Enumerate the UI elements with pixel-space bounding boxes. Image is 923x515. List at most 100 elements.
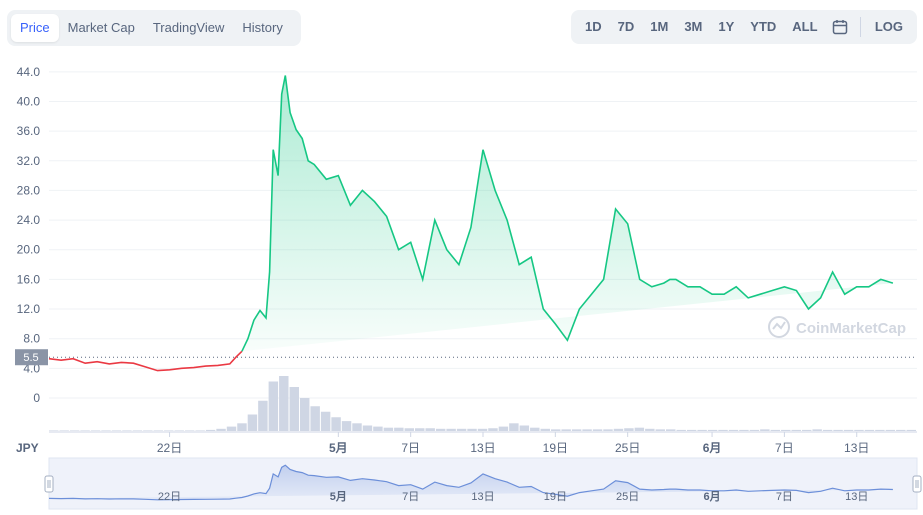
- volume-bar: [362, 425, 373, 431]
- volume-bar: [728, 429, 739, 431]
- navigator-tick-label: 22日: [158, 491, 181, 503]
- range-3m[interactable]: 3M: [684, 19, 703, 34]
- x-tick-label: 13日: [844, 441, 869, 455]
- volume-bar: [383, 427, 394, 431]
- volume-bar: [320, 411, 331, 431]
- divider: [859, 17, 861, 37]
- price-area-fill: [241, 75, 893, 352]
- volume-bar: [781, 429, 791, 431]
- price-line: [48, 75, 894, 372]
- volume-bar: [310, 406, 320, 431]
- volume-bar: [603, 429, 613, 431]
- navigator-tick-label: 13日: [845, 491, 868, 503]
- volume-bar: [582, 429, 592, 431]
- volume-bar: [854, 429, 864, 431]
- tab-market-cap[interactable]: Market Cap: [67, 20, 135, 35]
- range-7d[interactable]: 7D: [617, 19, 635, 34]
- volume-bar: [592, 429, 603, 431]
- volume-bar: [404, 428, 415, 431]
- navigator[interactable]: 22日 5月 7日 13日 19日 25日 6月 7日 13日: [44, 457, 922, 510]
- volume-bar: [467, 428, 477, 431]
- y-tick-label: 20.0: [17, 243, 41, 257]
- range-1y[interactable]: 1Y: [718, 19, 735, 34]
- x-tick-label: 5月: [329, 441, 348, 455]
- navigator-right-handle[interactable]: [912, 475, 922, 493]
- y-tick-label: 40.0: [17, 94, 41, 108]
- navigator-left-handle[interactable]: [44, 475, 54, 493]
- calendar-icon[interactable]: [826, 14, 854, 40]
- volume-bar: [498, 426, 509, 431]
- x-tick-label: 7日: [775, 441, 794, 455]
- volume-bar: [561, 429, 571, 431]
- volume-bar: [456, 428, 467, 431]
- volume-bar: [80, 430, 90, 431]
- x-tick-label: 19日: [543, 441, 568, 455]
- log-scale-toggle[interactable]: LOG: [874, 19, 903, 34]
- range-1m[interactable]: 1M: [650, 19, 669, 34]
- current-price-badge: 5.5: [15, 349, 48, 366]
- volume-bar: [205, 429, 216, 431]
- tab-tradingview[interactable]: TradingView: [152, 20, 225, 35]
- volume-bar: [707, 429, 718, 431]
- y-tick-label: 36.0: [17, 124, 41, 138]
- volume-bar: [875, 429, 885, 431]
- x-tick-label: 22日: [157, 441, 182, 455]
- volume-bar: [509, 423, 519, 431]
- volume-bar: [446, 428, 456, 431]
- volume-bar: [132, 430, 143, 431]
- volume-bar: [530, 427, 540, 431]
- volume-bar: [843, 429, 854, 431]
- volume-bar: [906, 429, 916, 431]
- volume-bar: [697, 429, 707, 431]
- range-ytd[interactable]: YTD: [750, 19, 777, 34]
- volume-bar: [268, 381, 279, 431]
- volume-bar: [195, 430, 205, 431]
- volume-bar: [885, 429, 896, 431]
- navigator-line: [48, 464, 893, 501]
- volume-bar: [59, 430, 69, 431]
- navigator-tick-label: 13日: [471, 491, 494, 503]
- volume-bar: [49, 430, 59, 431]
- volume-bar: [833, 429, 843, 431]
- volume-bar: [258, 400, 268, 431]
- price-line-up: [241, 75, 894, 352]
- currency-label: JPY: [16, 441, 39, 455]
- y-tick-label: 28.0: [17, 183, 41, 197]
- volume-bar: [822, 429, 833, 431]
- watermark-text: CoinMarketCap: [796, 320, 906, 337]
- time-range-selector: 1D 7D 1M 3M 1Y YTD ALL LOG: [571, 10, 917, 44]
- y-tick-label: 0: [33, 391, 40, 405]
- volume-bar: [896, 429, 906, 431]
- y-tick-label: 32.0: [17, 154, 41, 168]
- volume-bar: [791, 429, 801, 431]
- navigator-tick-label: 7日: [402, 491, 419, 503]
- volume-bar: [613, 428, 624, 431]
- volume-bar: [90, 430, 101, 431]
- range-1d[interactable]: 1D: [585, 19, 602, 34]
- tab-history[interactable]: History: [242, 20, 283, 35]
- volume-bar: [749, 429, 760, 431]
- volume-bar: [111, 430, 122, 431]
- volume-bar: [540, 428, 550, 431]
- volume-bar: [101, 430, 111, 431]
- y-tick-label: 12.0: [17, 302, 41, 316]
- range-all[interactable]: ALL: [792, 19, 818, 34]
- volume-bar: [645, 428, 655, 431]
- volume-bar: [331, 417, 341, 431]
- volume-bar: [352, 423, 362, 431]
- volume-bar: [739, 429, 749, 431]
- volume-bar: [519, 425, 530, 431]
- volume-bar: [550, 429, 561, 431]
- navigator-tick-label: 6月: [703, 490, 720, 503]
- volume-bar: [153, 430, 164, 431]
- volume-bars: [49, 376, 916, 431]
- volume-bar: [373, 426, 383, 431]
- price-area: [241, 75, 893, 352]
- volume-bar: [247, 414, 258, 431]
- y-tick-label: 8.0: [23, 332, 40, 346]
- volume-bar: [488, 428, 498, 431]
- volume-bar: [341, 421, 352, 431]
- chart-type-tabs: Price Market Cap TradingView History: [7, 10, 301, 46]
- volume-bar: [676, 429, 686, 431]
- tab-price[interactable]: Price: [11, 14, 59, 42]
